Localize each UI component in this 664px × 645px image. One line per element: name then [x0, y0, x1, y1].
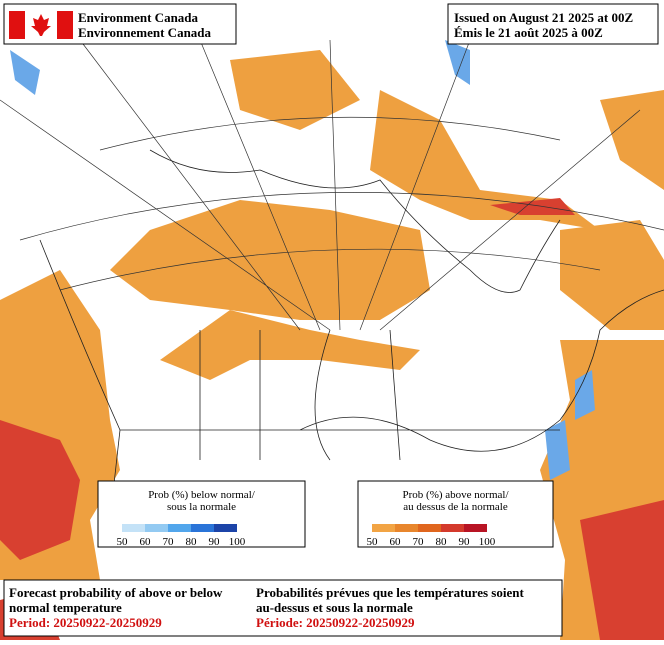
legend-swatch	[441, 524, 464, 532]
legends: Prob (%) below normal/sous la normale 50 6…	[97, 480, 554, 548]
footer-title-fr: Probabilités prévues que les température…	[256, 585, 524, 600]
legend-tick-label: 90	[209, 536, 221, 548]
footer-period-fr: Période: 20250922-20250929	[256, 615, 415, 630]
agency-en: Environment Canada	[78, 10, 199, 25]
footer: Forecast probability of above or below n…	[3, 579, 563, 637]
legend-tick-label: 50	[367, 536, 379, 548]
legend-swatch	[372, 524, 395, 532]
legend-tick-label: 80	[436, 536, 448, 548]
agency-fr: Environnement Canada	[78, 25, 212, 40]
legend-title: Prob (%) below normal/	[148, 489, 256, 501]
legend-tick-label: 50	[117, 536, 129, 548]
legend-swatch	[145, 524, 168, 532]
legend-swatch	[395, 524, 418, 532]
legend-swatch	[191, 524, 214, 532]
legend-tick-label: 60	[390, 536, 402, 548]
legend-title: Prob (%) above normal/	[403, 489, 510, 501]
legend-swatch	[464, 524, 487, 532]
legend-frame	[357, 480, 554, 548]
footer-period-en: Period: 20250922-20250929	[9, 615, 162, 630]
footer-title-en: Forecast probability of above or below	[9, 585, 223, 600]
footer-title-fr: au-dessus et sous la normale	[256, 600, 413, 615]
map	[0, 39, 664, 640]
legend-swatch	[122, 524, 145, 532]
legend-swatch	[168, 524, 191, 532]
flag-band	[57, 11, 73, 39]
legend-tick-label: 100	[229, 536, 246, 548]
legend-tick-label: 100	[479, 536, 496, 548]
legend-tick-label: 70	[413, 536, 425, 548]
legend-title: sous la normale	[167, 501, 236, 513]
legend-tick-label: 60	[140, 536, 152, 548]
agency-box: Environment Canada Environnement Canada	[3, 3, 237, 45]
legend-swatch	[214, 524, 237, 532]
footer-title-en: normal temperature	[9, 600, 122, 615]
issued-frame	[447, 3, 659, 45]
issued-fr: Émis le 21 août 2025 à 00Z	[454, 25, 603, 40]
issued-en: Issued on August 21 2025 at 00Z	[454, 10, 633, 25]
legend-swatch	[418, 524, 441, 532]
legend-title: au dessus de la normale	[403, 501, 508, 513]
legend-frame	[97, 480, 306, 548]
legend-tick-label: 90	[459, 536, 471, 548]
legend-tick-label: 80	[186, 536, 198, 548]
flag-band	[9, 11, 25, 39]
maple-leaf	[31, 14, 51, 36]
footer-frame	[3, 579, 563, 637]
issued-box: Issued on August 21 2025 at 00Z Émis le …	[447, 3, 659, 45]
legend-tick-label: 70	[163, 536, 175, 548]
